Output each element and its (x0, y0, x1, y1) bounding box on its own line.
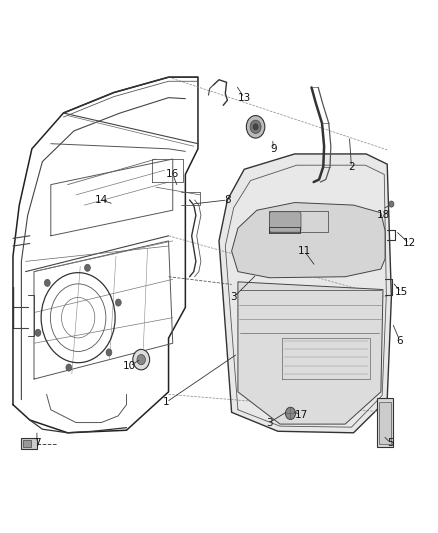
Circle shape (253, 124, 258, 130)
Text: 3: 3 (266, 417, 273, 427)
Text: 13: 13 (237, 93, 251, 103)
Text: 7: 7 (34, 438, 40, 448)
Polygon shape (238, 282, 383, 424)
Polygon shape (232, 203, 385, 278)
Text: 5: 5 (387, 438, 394, 448)
Text: 11: 11 (298, 246, 311, 256)
Text: 15: 15 (395, 287, 408, 297)
Text: 8: 8 (224, 195, 231, 205)
Text: 9: 9 (270, 144, 277, 154)
Circle shape (85, 264, 90, 271)
FancyBboxPatch shape (23, 440, 31, 447)
Circle shape (286, 407, 296, 419)
FancyBboxPatch shape (379, 401, 392, 444)
Text: 2: 2 (348, 161, 355, 172)
Text: 14: 14 (95, 195, 108, 205)
Text: 1: 1 (163, 397, 170, 407)
Circle shape (246, 116, 265, 138)
Circle shape (250, 120, 261, 133)
Circle shape (137, 354, 145, 365)
Text: 6: 6 (396, 336, 403, 346)
Text: 3: 3 (230, 292, 237, 302)
Circle shape (66, 364, 72, 371)
Text: 18: 18 (376, 211, 390, 220)
Circle shape (106, 349, 112, 356)
Circle shape (133, 350, 150, 370)
Circle shape (115, 299, 121, 306)
Circle shape (44, 279, 50, 286)
Text: 17: 17 (294, 410, 307, 420)
FancyBboxPatch shape (21, 438, 36, 449)
FancyBboxPatch shape (269, 212, 301, 232)
Polygon shape (219, 154, 392, 433)
FancyBboxPatch shape (377, 398, 393, 447)
Text: 12: 12 (403, 238, 416, 248)
Circle shape (35, 329, 41, 336)
Text: 16: 16 (166, 169, 180, 180)
Text: 10: 10 (123, 361, 136, 372)
Circle shape (389, 201, 394, 207)
